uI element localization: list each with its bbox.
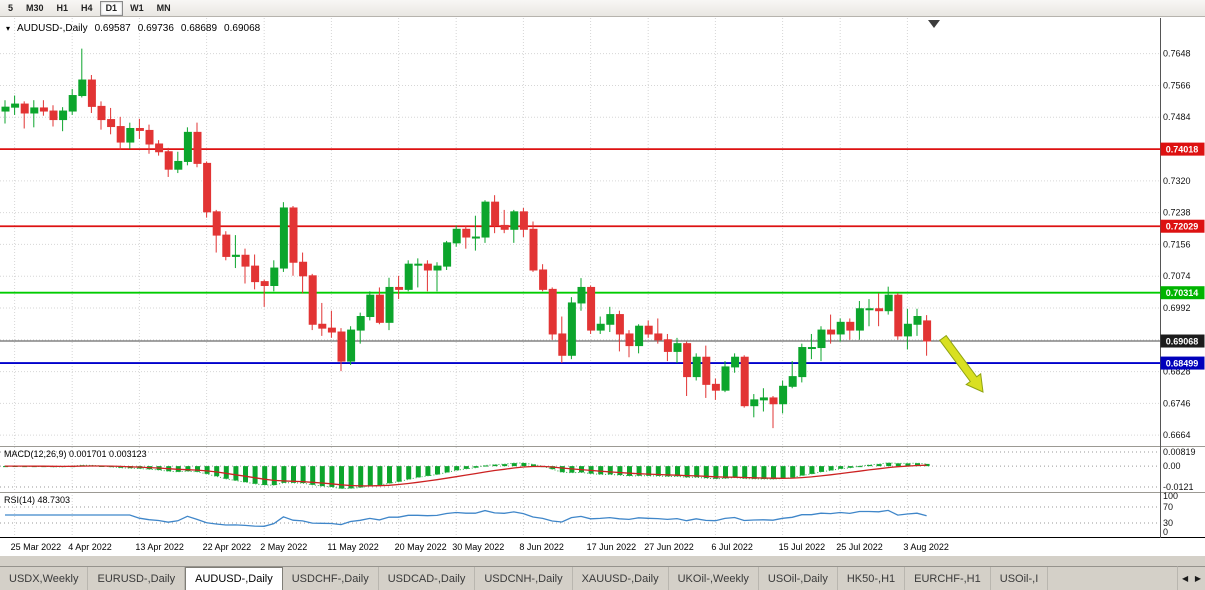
macd-signal-line <box>5 464 927 487</box>
candlesticks <box>1 48 932 429</box>
timeframe-button-5[interactable]: 5 <box>8 2 14 13</box>
ohlc-low: 0.68689 <box>180 23 218 34</box>
svg-text:0.7074: 0.7074 <box>1163 271 1191 281</box>
svg-text:11 May 2022: 11 May 2022 <box>327 542 378 552</box>
price-badge-level-2: 0.72029 <box>1160 219 1205 233</box>
svg-text:0.00: 0.00 <box>1163 461 1181 471</box>
chart-tab-8[interactable]: USOil-,Daily <box>759 567 838 590</box>
timeframe-toolbar: 5 M30 H1 H4 D1 W1 MN <box>0 0 1205 17</box>
pane-separators <box>0 18 1205 538</box>
timeframe-button-m30[interactable]: M30 <box>26 2 44 13</box>
svg-text:0.7156: 0.7156 <box>1163 239 1191 249</box>
timeframe-button-h1[interactable]: H1 <box>56 2 69 13</box>
timeframe-button-h4[interactable]: H4 <box>81 2 93 13</box>
svg-text:0.7648: 0.7648 <box>1163 49 1191 59</box>
svg-text:27 Jun 2022: 27 Jun 2022 <box>644 542 694 552</box>
svg-text:0.7566: 0.7566 <box>1163 80 1191 90</box>
svg-text:3 Aug 2022: 3 Aug 2022 <box>903 542 949 552</box>
chart-dropdown-icon: ▾ <box>6 23 11 33</box>
tabs-scroll-arrows: ◀ ▶ <box>1177 566 1205 590</box>
svg-text:0.6828: 0.6828 <box>1163 367 1191 377</box>
svg-text:0.69068: 0.69068 <box>1166 337 1199 347</box>
svg-text:0.72029: 0.72029 <box>1166 222 1199 232</box>
macd-main-line <box>4 462 927 490</box>
date-axis-labels: 25 Mar 2022 4 Apr 2022 13 Apr 2022 22 Apr 2… <box>11 542 949 552</box>
svg-text:0.7484: 0.7484 <box>1163 112 1191 122</box>
chart-area[interactable]: 0.76480.75660.74840.74020.73200.72380.71… <box>0 0 1205 566</box>
timeframe-button-mn[interactable]: MN <box>156 2 171 13</box>
svg-text:4 Apr 2022: 4 Apr 2022 <box>68 542 112 552</box>
ohlc-close: 0.69068 <box>224 23 261 34</box>
time-gridlines <box>14 18 908 537</box>
macd-indicator-label: MACD(12,26,9) 0.001701 0.003123 <box>4 449 147 459</box>
svg-text:25 Jul 2022: 25 Jul 2022 <box>836 542 883 552</box>
price-badge-current: 0.69068 <box>1160 334 1205 348</box>
svg-text:0.00819: 0.00819 <box>1163 447 1196 457</box>
chart-tabs-bar: USDX,Weekly EURUSD-,Daily AUDUSD-,Daily USD… <box>0 566 1205 590</box>
chart-tab-0[interactable]: USDX,Weekly <box>0 567 89 590</box>
svg-text:0.74018: 0.74018 <box>1166 145 1199 155</box>
macd-histogram <box>3 462 930 489</box>
price-badge-level-3: 0.70314 <box>1160 286 1205 300</box>
ohlc-high: 0.69736 <box>137 23 174 34</box>
timeframe-button-d1[interactable]: D1 <box>99 0 124 16</box>
svg-text:0.7320: 0.7320 <box>1163 176 1191 186</box>
macd-axis-labels: 0.00819 0.00 -0.0121 <box>1163 447 1196 492</box>
chart-symbol-label: AUDUSD-,Daily <box>17 23 88 34</box>
svg-text:17 Jun 2022: 17 Jun 2022 <box>587 542 637 552</box>
timeframe-button-w1[interactable]: W1 <box>130 2 144 13</box>
chart-tab-1[interactable]: EURUSD-,Daily <box>88 567 186 590</box>
svg-text:0: 0 <box>1163 527 1168 537</box>
trend-arrow[interactable] <box>939 334 984 393</box>
chart-shift-marker <box>928 20 940 28</box>
rsi-indicator-label: RSI(14) 48.7303 <box>4 495 71 505</box>
svg-text:15 Jul 2022: 15 Jul 2022 <box>779 542 826 552</box>
price-badge-level-4: 0.68499 <box>1160 356 1205 370</box>
svg-text:25 Mar 2022: 25 Mar 2022 <box>11 542 62 552</box>
svg-text:0.7238: 0.7238 <box>1163 208 1191 218</box>
svg-text:22 Apr 2022: 22 Apr 2022 <box>203 542 252 552</box>
chart-title: ▾ AUDUSD-,Daily 0.69587 0.69736 0.68689 … <box>6 23 260 34</box>
svg-text:-0.0121: -0.0121 <box>1163 482 1194 492</box>
svg-text:30: 30 <box>1163 518 1173 528</box>
chart-tab-9[interactable]: HK50-,H1 <box>838 567 906 590</box>
rsi-level-lines <box>0 506 1160 524</box>
svg-text:0.6664: 0.6664 <box>1163 430 1191 440</box>
svg-text:0.6746: 0.6746 <box>1163 398 1191 408</box>
svg-text:0.68499: 0.68499 <box>1166 359 1199 369</box>
chart-tab-6[interactable]: XAUUSD-,Daily <box>573 567 669 590</box>
chart-tab-7[interactable]: UKOil-,Weekly <box>669 567 759 590</box>
svg-text:2 May 2022: 2 May 2022 <box>260 542 307 552</box>
svg-text:8 Jun 2022: 8 Jun 2022 <box>519 542 564 552</box>
chart-tab-5[interactable]: USDCNH-,Daily <box>475 567 573 590</box>
svg-text:30 May 2022: 30 May 2022 <box>452 542 504 552</box>
chart-tab-11[interactable]: USOil-,I <box>991 567 1049 590</box>
chart-tab-10[interactable]: EURCHF-,H1 <box>905 567 991 590</box>
svg-text:20 May 2022: 20 May 2022 <box>395 542 447 552</box>
svg-text:6 Jul 2022: 6 Jul 2022 <box>711 542 753 552</box>
tabs-scroll-right-icon[interactable]: ▶ <box>1194 574 1201 583</box>
svg-text:0.6992: 0.6992 <box>1163 303 1191 313</box>
svg-text:70: 70 <box>1163 502 1173 512</box>
svg-text:0.70314: 0.70314 <box>1166 288 1199 298</box>
svg-text:100: 100 <box>1163 491 1178 501</box>
tabs-scroll-left-icon[interactable]: ◀ <box>1182 574 1189 583</box>
chart-tab-4[interactable]: USDCAD-,Daily <box>379 567 476 590</box>
chart-tab-2[interactable]: AUDUSD-,Daily <box>185 567 283 590</box>
rsi-line <box>5 509 927 527</box>
chart-tab-3[interactable]: USDCHF-,Daily <box>283 567 379 590</box>
svg-text:13 Apr 2022: 13 Apr 2022 <box>135 542 184 552</box>
price-badge-level-1: 0.74018 <box>1160 142 1205 156</box>
ohlc-open: 0.69587 <box>94 23 131 34</box>
